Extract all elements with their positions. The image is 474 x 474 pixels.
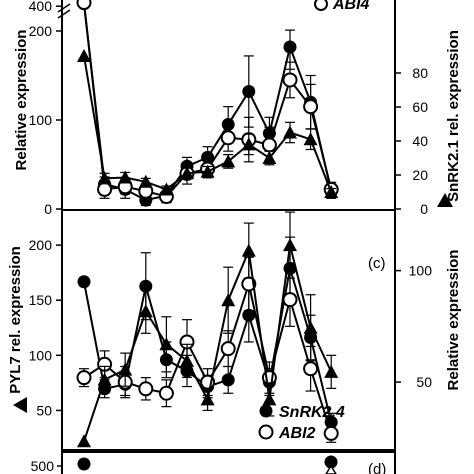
legend-label-abi2: ABI2 [278,425,316,442]
panel-b-series-2-point [159,182,174,196]
panel-c-series-1-point [76,370,92,386]
panel-c-right-tick-label: 50 [416,374,432,390]
panel-b-series-2-point [262,151,277,164]
panel-c-series-1-point [282,292,298,308]
panel-c-series-0-point [242,308,256,322]
panel-b-series-2-point [200,164,215,178]
panel-d-point [324,455,338,469]
panel-b-left-axis: 0 100 200 400 [29,0,62,217]
panel-d-point [77,457,91,471]
panel-d-tick-label: 500 [31,458,55,474]
panel-b-series-1-point [76,0,92,10]
panel-c-plot [76,211,339,448]
panel-c-series-2-point [138,304,153,318]
panel-c-series-0-point [221,373,235,387]
panel-b-series-1-point [261,137,277,153]
panel-b-series-1-point [220,130,236,146]
panel-b-right-axis: 0 20 40 60 80 [395,65,428,217]
panel-c-series-2-point [97,372,112,386]
panel-b-series-1-point [303,99,319,115]
panel-b-right-axis-label: SnRK2.1 rel. expression [445,30,462,202]
panel-b-series-2-point [138,174,153,188]
panel-c-left-tick-label: 100 [29,347,53,363]
panel-c-left-axis: 50 100 150 200 [29,237,62,418]
panel-b-series-0-point [283,40,297,54]
panel-b-left-tick-label: 100 [29,112,53,128]
panel-c-series-1-point [323,425,339,441]
panel-b-series-2-point [97,171,112,185]
panel-c-left-tick-label: 200 [29,237,53,253]
panel-c-series-2-point [159,337,174,351]
panel-c-left-tick-label: 50 [36,402,52,418]
panel-c-series-2-point [283,238,297,252]
panel-b-right-tick-label: 80 [412,65,428,81]
panel-b-right-tick-label: 40 [412,133,428,149]
panel-b-series-2-point [283,125,297,139]
panel-b-series-2-point [241,137,256,151]
panel-b-series-2-point [221,154,236,168]
triangle-legend-icon-b [437,193,453,207]
panel-b-left-tick-label: 0 [44,201,52,217]
panel-b-plot [76,0,339,207]
panel-c-series-2-point [303,320,318,334]
panel-c: 50 100 150 200 50 100 PYL7 rel. expression R… [7,209,462,451]
panel-c-series-2-point [262,392,277,406]
panel-c-left-axis-label: PYL7 rel. expression [7,246,24,394]
panel-c-series-1-point [303,361,319,377]
panel-b-left-tick-label: 400 [29,0,53,14]
panel-b-series-2-point [180,166,194,180]
panel-c-series-2-point [324,364,339,378]
panel-b-right-tick-label: 0 [420,201,428,217]
panel-b-series-1-point [282,72,298,88]
panel-b-series-2-point [118,170,133,184]
panel-b-series-1-point [97,181,113,197]
panel-c-series-2-point [221,293,236,307]
panel-c-series-1-point [220,341,236,357]
triangle-legend-icon-c [13,397,27,413]
panel-b-right-tick-label: 60 [412,99,428,115]
legend-label-abi4: ABI4 [332,0,370,13]
panel-d-label: (d) [368,461,386,474]
panel-c-series-0-point [77,275,91,289]
panel-c-series-2-point [180,353,194,367]
panel-c-label: (c) [368,255,386,272]
panel-c-right-axis: 50 100 [395,263,433,390]
panel-b: 0 100 200 400 0 20 40 60 80 Relative expression… [13,0,462,217]
panel-d: 500 (d) [31,451,396,474]
panel-d-frame [61,451,396,474]
panel-c-right-tick-label: 100 [409,263,433,279]
panel-b-series-2-point [77,49,91,62]
panel-b-left-tick-label: 200 [29,23,53,39]
panel-b-series-0-point [242,85,256,99]
panel-d-point [325,464,337,474]
panel-b-right-tick-label: 20 [412,167,428,183]
panel-c-left-tick-label: 150 [29,292,53,308]
panel-c-right-axis-label: Relative expression [445,250,462,391]
panel-c-series-1-point [158,385,174,401]
legend-marker-abi2 [258,424,274,440]
panel-b-left-axis-label: Relative expression [13,30,30,171]
panel-c-series-2-point [200,392,215,406]
panel-c-frame [61,209,396,451]
axis-break-mark [57,3,71,19]
panel-c-series-2-point [77,434,91,448]
panel-c-series-2-point [241,243,256,257]
legend-marker-abi4 [314,0,328,11]
panel-b-series-2-point [303,132,318,146]
panel-b-series-2-point [324,185,339,198]
panel-c-series-2-point [118,362,133,376]
panel-c-series-1-point [138,381,154,397]
